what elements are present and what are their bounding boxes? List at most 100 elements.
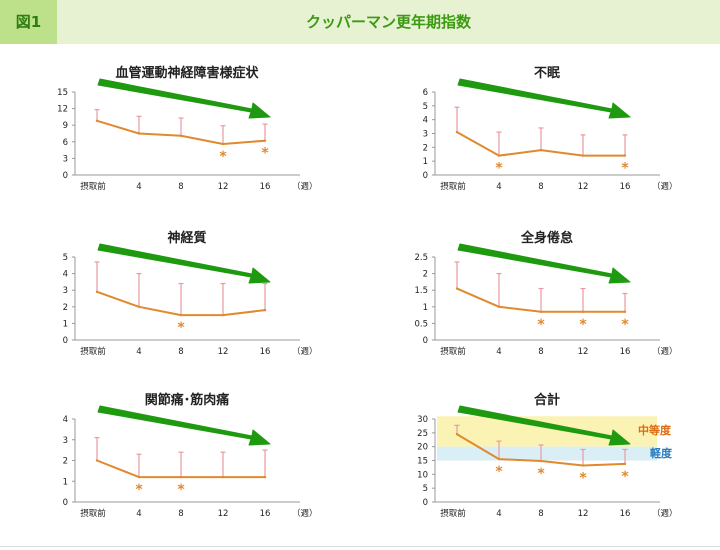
significance-marker: *	[495, 161, 503, 177]
significance-marker: *	[261, 146, 269, 162]
x-tick-label: 8	[538, 347, 543, 357]
y-tick-label: 3	[63, 436, 68, 446]
x-tick-label: 摂取前	[80, 346, 106, 357]
x-tick-label: 4	[496, 347, 501, 357]
trend-arrow	[457, 405, 631, 446]
y-tick-label: 9	[63, 121, 68, 131]
significance-marker: *	[219, 149, 227, 165]
y-tick-label: 2	[423, 270, 428, 280]
data-point	[581, 310, 585, 313]
y-tick-label: 0	[423, 171, 428, 181]
x-tick-label: 摂取前	[440, 508, 466, 519]
y-tick-label: 5	[63, 253, 68, 263]
figure-header: 図1 クッパーマン更年期指数	[0, 0, 720, 44]
y-tick-label: 20	[417, 443, 428, 453]
significance-marker: *	[621, 161, 629, 177]
data-point	[263, 308, 267, 312]
x-unit-label: （週）	[652, 508, 678, 519]
y-tick-label: 0	[423, 336, 428, 346]
figure-title: クッパーマン更年期指数	[305, 13, 471, 31]
y-tick-label: 0	[423, 498, 428, 508]
data-point	[179, 134, 183, 137]
data-point	[623, 310, 627, 313]
chart-title: 関節痛･筋肉痛	[145, 392, 230, 408]
trend-arrow	[457, 78, 631, 119]
y-tick-label: 1	[63, 477, 68, 487]
y-tick-label: 0	[63, 336, 68, 346]
x-tick-label: 4	[136, 347, 141, 357]
significance-marker: *	[135, 482, 143, 498]
data-point	[623, 154, 627, 157]
data-point	[137, 475, 141, 479]
x-tick-label: 12	[218, 347, 229, 357]
x-tick-label: 摂取前	[440, 346, 466, 357]
x-unit-label: （週）	[652, 181, 678, 192]
y-tick-label: 5	[423, 484, 428, 494]
data-point	[455, 287, 459, 290]
trend-arrow	[97, 405, 271, 446]
x-unit-label: （週）	[652, 346, 678, 357]
data-point	[221, 313, 225, 317]
data-point	[179, 475, 183, 479]
trend-arrow	[97, 78, 271, 119]
data-point	[539, 459, 543, 463]
band-label-moderate: 中等度	[638, 423, 672, 437]
y-tick-label: 1.5	[414, 286, 428, 296]
y-tick-label: 12	[57, 105, 68, 115]
figure-label: 図1	[0, 0, 57, 44]
chart-title: 神経質	[167, 230, 206, 246]
chart-fatigue: 全身倦怠 0 0.5 1 1.5 2 2.5 摂取前 4 8 12 16 （週） * * *	[414, 230, 678, 357]
y-tick-label: 4	[63, 415, 68, 425]
data-point	[263, 475, 267, 479]
trend-arrow	[97, 243, 271, 284]
data-point	[497, 457, 501, 461]
x-tick-label: 摂取前	[80, 508, 106, 519]
significance-marker: *	[537, 466, 545, 482]
band-label-mild: 軽度	[650, 446, 673, 460]
significance-marker: *	[579, 317, 587, 333]
data-point	[221, 475, 225, 479]
x-tick-label: 4	[496, 182, 501, 192]
significance-marker: *	[495, 464, 503, 480]
y-tick-label: 1	[63, 319, 68, 329]
y-tick-label: 6	[423, 88, 428, 98]
chart-title: 合計	[534, 392, 560, 408]
x-tick-label: 16	[620, 347, 631, 357]
y-tick-label: 1	[423, 303, 428, 313]
y-tick-label: 5	[423, 102, 428, 112]
x-tick-label: 8	[178, 182, 183, 192]
x-unit-label: （週）	[292, 181, 318, 192]
data-point	[137, 305, 141, 308]
data-point	[581, 464, 585, 467]
chart-vasomotor: 血管運動神経障害様症状 0 3 6 9 12 15 摂取前 4 8 12 16 （週） * *	[57, 65, 318, 192]
y-tick-label: 3	[63, 286, 68, 296]
significance-marker: *	[177, 482, 185, 498]
x-tick-label: 8	[178, 509, 183, 519]
y-tick-label: 15	[417, 457, 428, 467]
data-point	[455, 130, 459, 134]
data-point	[539, 310, 543, 313]
y-tick-label: 3	[63, 154, 68, 164]
y-tick-label: 10	[417, 470, 428, 480]
y-tick-label: 0.5	[414, 319, 428, 329]
band-mild	[437, 446, 657, 461]
x-tick-label: 12	[218, 182, 229, 192]
y-tick-label: 2	[423, 143, 428, 153]
data-point	[263, 139, 267, 142]
y-tick-label: 3	[423, 130, 428, 140]
data-point	[137, 132, 141, 135]
chart-title: 全身倦怠	[520, 230, 573, 246]
x-tick-label: 4	[496, 509, 501, 519]
x-tick-label: 12	[578, 347, 589, 357]
y-tick-label: 4	[423, 116, 428, 126]
significance-marker: *	[177, 320, 185, 336]
data-point	[581, 154, 585, 157]
data-point	[623, 462, 627, 466]
y-tick-label: 1	[423, 157, 428, 167]
y-tick-label: 0	[63, 498, 68, 508]
data-point	[221, 142, 225, 146]
x-unit-label: （週）	[292, 508, 318, 519]
